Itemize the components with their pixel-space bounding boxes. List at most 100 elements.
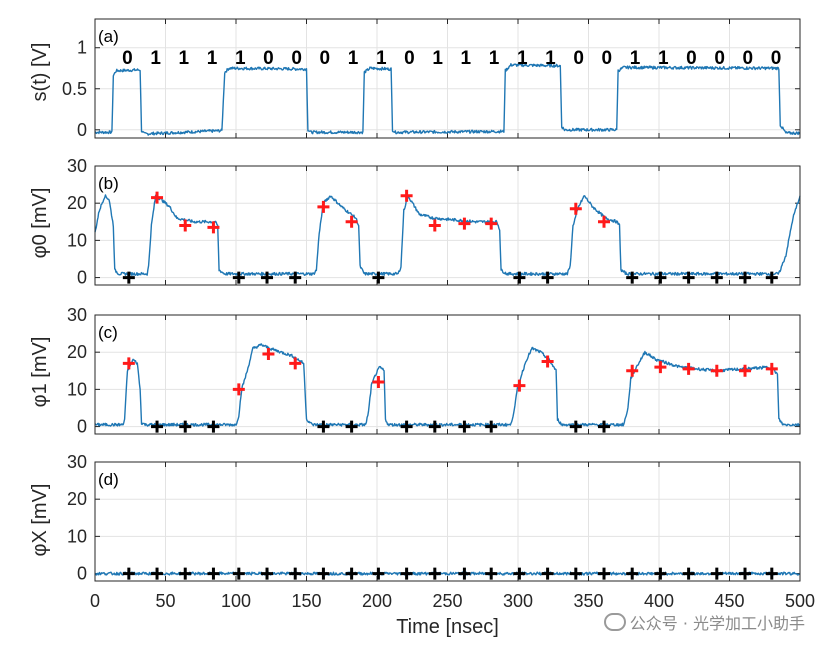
axes-frame <box>94 314 801 435</box>
y-tick-label: 20 <box>67 489 87 509</box>
black-plus-marker <box>207 420 220 433</box>
black-plus-marker <box>458 567 471 580</box>
red-plus-marker <box>513 379 526 392</box>
panel-a: 00.51(a)s(t) [V] 0 1 1 1 1 0 0 0 1 1 0 1 1 1 1 1 0 0 1 1 0 0 0 0 <box>29 18 801 140</box>
red-plus-marker <box>428 219 441 232</box>
bit-label: 0 <box>743 48 754 69</box>
bit-label: 1 <box>658 48 669 69</box>
black-plus-marker <box>151 420 164 433</box>
wechat-icon <box>603 613 626 631</box>
panel-label: (b) <box>98 174 119 193</box>
black-plus-marker <box>485 567 498 580</box>
black-plus-marker <box>626 271 639 284</box>
bit-label: 0 <box>404 48 415 69</box>
black-plus-marker <box>765 271 778 284</box>
red-plus-marker <box>232 383 245 396</box>
bit-label: 1 <box>235 48 246 69</box>
red-plus-marker <box>289 357 302 370</box>
axes-frame <box>94 461 801 582</box>
panel-label: (a) <box>98 27 119 46</box>
y-tick-label: 0 <box>77 564 87 584</box>
red-plus-marker <box>739 364 752 377</box>
red-plus-marker <box>345 215 358 228</box>
y-tick-label: 30 <box>67 452 87 472</box>
black-plus-marker <box>372 567 385 580</box>
bit-label: 1 <box>150 48 161 69</box>
x-axis-label: Time [nsec] <box>396 616 499 638</box>
y-tick-label: 0 <box>77 268 87 288</box>
black-plus-marker <box>682 567 695 580</box>
red-plus-marker <box>458 217 471 230</box>
panel-b: 0 10 20 30 (b) φ0 [mV] <box>29 156 801 288</box>
bit-label: 1 <box>432 48 443 69</box>
red-plus-marker <box>372 375 385 388</box>
y-axis-label: φ0 [mV] <box>29 188 51 259</box>
x-tick-label: 0 <box>90 591 100 611</box>
black-plus-marker <box>151 567 164 580</box>
black-plus-marker <box>289 271 302 284</box>
black-plus-marker <box>232 567 245 580</box>
bit-label: 0 <box>263 48 274 69</box>
y-tick-label: 20 <box>67 193 87 213</box>
panel-c: 0 10 20 30 (c) φ1 [mV] <box>29 305 801 437</box>
black-plus-marker <box>682 271 695 284</box>
black-plus-marker <box>598 567 611 580</box>
black-plus-marker <box>345 567 358 580</box>
black-plus-marker <box>569 420 582 433</box>
black-plus-marker <box>372 271 385 284</box>
red-plus-marker <box>207 221 220 234</box>
black-plus-marker <box>261 567 274 580</box>
red-plus-marker <box>765 362 778 375</box>
red-plus-marker <box>179 219 192 232</box>
red-plus-marker <box>317 200 330 213</box>
y-axis-label: φ1 [mV] <box>29 337 51 408</box>
axes-frame <box>94 165 801 286</box>
red-plus-marker <box>400 189 413 202</box>
red-plus-marker <box>151 191 164 204</box>
red-plus-marker <box>569 202 582 215</box>
x-tick-label: 300 <box>503 591 533 611</box>
black-plus-marker <box>541 271 554 284</box>
black-plus-marker <box>232 271 245 284</box>
x-tick-label: 450 <box>714 591 744 611</box>
red-plus-marker <box>682 362 695 375</box>
y-axis-label: φX [mV] <box>29 484 51 557</box>
y-tick-label: 10 <box>67 526 87 546</box>
black-plus-marker <box>654 271 667 284</box>
black-plus-marker <box>710 271 723 284</box>
panel-label: (c) <box>98 323 118 342</box>
red-plus-marker <box>122 357 135 370</box>
black-plus-marker <box>317 567 330 580</box>
x-tick-label: 350 <box>573 591 603 611</box>
black-plus-marker <box>261 271 274 284</box>
panel-label: (d) <box>98 470 119 489</box>
y-tick-label: 0 <box>77 417 87 437</box>
black-plus-marker <box>654 567 667 580</box>
bit-label: 0 <box>573 48 584 69</box>
bit-label: 1 <box>207 48 218 69</box>
black-plus-marker <box>122 567 135 580</box>
watermark: 公众号 · 光学加工小助手 <box>603 610 805 634</box>
y-axis-label: s(t) [V] <box>29 43 51 102</box>
red-plus-marker <box>598 215 611 228</box>
bit-label: 0 <box>291 48 302 69</box>
bit-label: 1 <box>545 48 556 69</box>
black-plus-marker <box>179 420 192 433</box>
panel-d: 0 10 20 30 (d) φX [mV] 0 50 100 150 200 250 300 350 40… <box>29 452 815 638</box>
bit-label: 0 <box>714 48 725 69</box>
bit-label: 1 <box>376 48 387 69</box>
black-plus-marker <box>122 271 135 284</box>
red-plus-marker <box>654 361 667 374</box>
red-plus-marker <box>485 217 498 230</box>
black-plus-marker <box>179 567 192 580</box>
y-tick-label: 1 <box>77 38 87 58</box>
bit-label: 0 <box>122 48 133 69</box>
black-plus-marker <box>289 567 302 580</box>
red-plus-marker <box>710 364 723 377</box>
black-plus-marker <box>207 567 220 580</box>
red-plus-marker <box>262 348 275 361</box>
black-plus-marker <box>541 567 554 580</box>
bit-label: 1 <box>179 48 190 69</box>
black-plus-marker <box>569 567 582 580</box>
